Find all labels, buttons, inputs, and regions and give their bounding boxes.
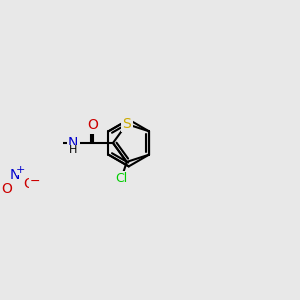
Text: S: S [122, 117, 131, 131]
Text: Cl: Cl [115, 172, 128, 185]
Text: O: O [88, 118, 98, 132]
Text: N: N [10, 168, 20, 182]
Text: N: N [68, 136, 78, 150]
Text: H: H [69, 146, 77, 155]
Text: +: + [16, 165, 25, 175]
Text: O: O [23, 177, 34, 190]
Text: O: O [1, 182, 12, 196]
Text: −: − [30, 175, 40, 188]
